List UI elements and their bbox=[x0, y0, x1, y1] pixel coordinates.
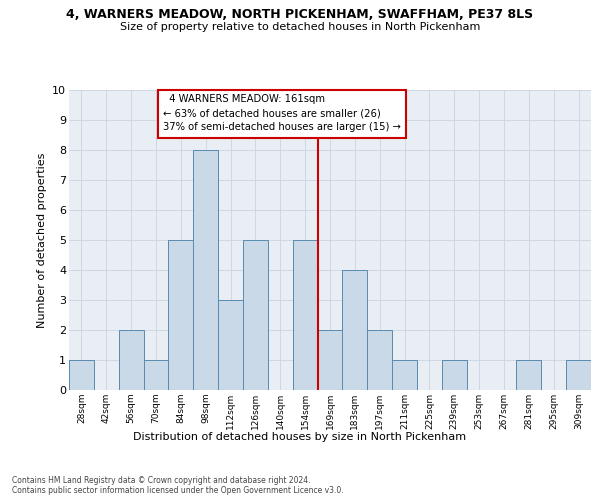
Bar bbox=[517, 360, 541, 390]
Bar bbox=[367, 330, 392, 390]
Bar bbox=[193, 150, 218, 390]
Bar bbox=[69, 360, 94, 390]
Bar bbox=[392, 360, 417, 390]
Bar bbox=[243, 240, 268, 390]
Text: 4 WARNERS MEADOW: 161sqm  
← 63% of detached houses are smaller (26)
37% of semi: 4 WARNERS MEADOW: 161sqm ← 63% of detach… bbox=[163, 94, 401, 132]
Bar bbox=[218, 300, 243, 390]
Y-axis label: Number of detached properties: Number of detached properties bbox=[37, 152, 47, 328]
Bar bbox=[343, 270, 367, 390]
Bar bbox=[293, 240, 317, 390]
Text: Distribution of detached houses by size in North Pickenham: Distribution of detached houses by size … bbox=[133, 432, 467, 442]
Text: Contains HM Land Registry data © Crown copyright and database right 2024.
Contai: Contains HM Land Registry data © Crown c… bbox=[12, 476, 344, 495]
Bar bbox=[119, 330, 143, 390]
Bar bbox=[442, 360, 467, 390]
Text: Size of property relative to detached houses in North Pickenham: Size of property relative to detached ho… bbox=[120, 22, 480, 32]
Bar bbox=[143, 360, 169, 390]
Text: 4, WARNERS MEADOW, NORTH PICKENHAM, SWAFFHAM, PE37 8LS: 4, WARNERS MEADOW, NORTH PICKENHAM, SWAF… bbox=[67, 8, 533, 20]
Bar bbox=[169, 240, 193, 390]
Bar bbox=[317, 330, 343, 390]
Bar bbox=[566, 360, 591, 390]
